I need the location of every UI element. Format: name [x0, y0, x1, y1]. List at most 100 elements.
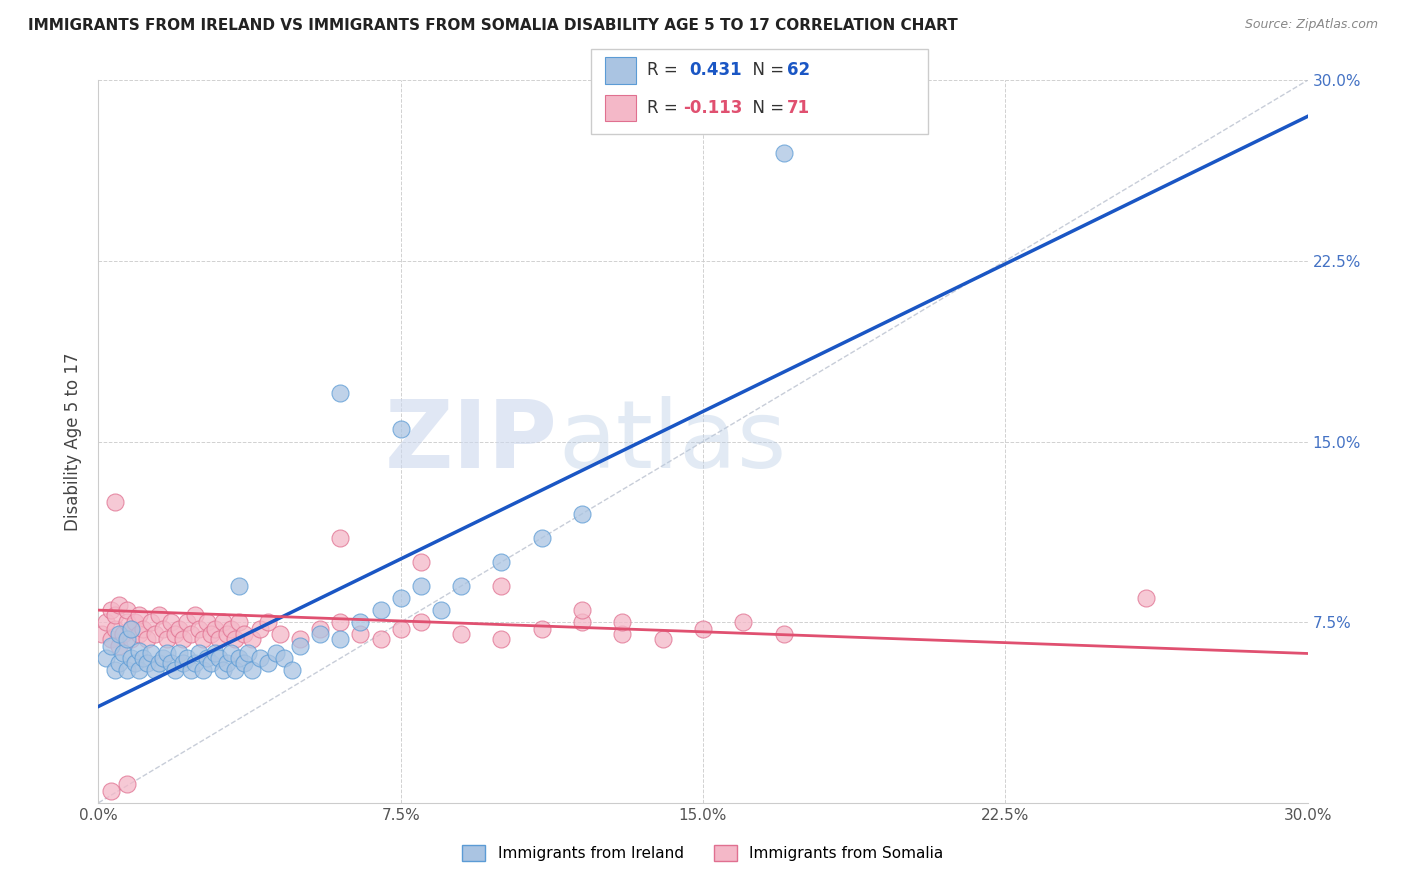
Point [160, 656, 183, 670]
Point [103, 494, 125, 508]
Point [107, 627, 129, 641]
Point [167, 623, 190, 637]
Point [491, 579, 513, 593]
Text: R =: R = [647, 62, 683, 79]
Point [217, 627, 239, 641]
Point [188, 623, 211, 637]
Point [232, 627, 254, 641]
Point [107, 599, 129, 613]
Point [167, 647, 190, 661]
Point [152, 651, 174, 665]
Point [128, 664, 150, 678]
Point [240, 664, 263, 678]
Point [772, 145, 794, 160]
Point [188, 647, 211, 661]
Point [156, 632, 179, 646]
Text: atlas: atlas [558, 395, 786, 488]
Point [571, 603, 593, 617]
Point [103, 664, 125, 678]
Point [100, 639, 122, 653]
Point [256, 656, 278, 670]
Point [115, 776, 138, 790]
Point [236, 647, 259, 661]
Point [208, 632, 231, 646]
Point [571, 615, 593, 630]
Point [100, 632, 122, 646]
Point [132, 623, 155, 637]
Text: ZIP: ZIP [385, 395, 558, 488]
Point [128, 607, 150, 622]
Point [232, 656, 254, 670]
Point [309, 623, 332, 637]
Point [128, 644, 150, 658]
Point [212, 615, 235, 630]
Point [120, 623, 142, 637]
Point [329, 615, 352, 630]
Point [163, 664, 186, 678]
Point [612, 615, 634, 630]
Point [204, 623, 226, 637]
Point [204, 647, 226, 661]
Point [530, 623, 553, 637]
Point [329, 386, 352, 401]
Point [184, 656, 207, 670]
Point [148, 656, 170, 670]
Point [184, 607, 207, 622]
Point [309, 627, 332, 641]
Point [288, 639, 311, 653]
Point [91, 627, 114, 641]
Point [692, 623, 714, 637]
Point [120, 623, 142, 637]
Point [139, 647, 162, 661]
Point [491, 632, 513, 646]
Point [256, 615, 278, 630]
Point [450, 579, 472, 593]
Text: 62: 62 [787, 62, 810, 79]
Point [100, 784, 122, 798]
Point [273, 651, 295, 665]
Point [139, 615, 162, 630]
Point [160, 615, 183, 630]
Point [224, 632, 246, 646]
Point [180, 664, 202, 678]
Text: 0.431: 0.431 [689, 62, 741, 79]
Point [115, 615, 138, 630]
Point [281, 664, 304, 678]
Point [733, 615, 755, 630]
Point [240, 632, 263, 646]
Point [124, 656, 146, 670]
Point [107, 656, 129, 670]
Point [389, 422, 412, 436]
Point [329, 531, 352, 545]
Point [111, 647, 134, 661]
Point [111, 627, 134, 641]
Point [389, 623, 412, 637]
Point [269, 627, 291, 641]
Text: IMMIGRANTS FROM IRELAND VS IMMIGRANTS FROM SOMALIA DISABILITY AGE 5 TO 17 CORREL: IMMIGRANTS FROM IRELAND VS IMMIGRANTS FR… [28, 18, 957, 33]
Point [193, 664, 215, 678]
Point [217, 656, 239, 670]
Point [228, 615, 250, 630]
Point [132, 651, 155, 665]
Point [128, 627, 150, 641]
Legend: Immigrants from Ireland, Immigrants from Somalia: Immigrants from Ireland, Immigrants from… [457, 838, 949, 867]
Point [249, 651, 271, 665]
Point [172, 656, 194, 670]
Point [107, 639, 129, 653]
Point [96, 651, 118, 665]
Text: R =: R = [647, 99, 683, 117]
Point [193, 632, 215, 646]
Point [349, 627, 371, 641]
Point [143, 627, 166, 641]
Point [409, 555, 432, 569]
Text: Source: ZipAtlas.com: Source: ZipAtlas.com [1244, 18, 1378, 31]
Point [148, 607, 170, 622]
Point [208, 651, 231, 665]
Point [115, 632, 138, 646]
Point [103, 607, 125, 622]
Point [200, 656, 222, 670]
Point [172, 632, 194, 646]
Point [228, 651, 250, 665]
Point [228, 579, 250, 593]
Y-axis label: Disability Age 5 to 17: Disability Age 5 to 17 [65, 352, 83, 531]
